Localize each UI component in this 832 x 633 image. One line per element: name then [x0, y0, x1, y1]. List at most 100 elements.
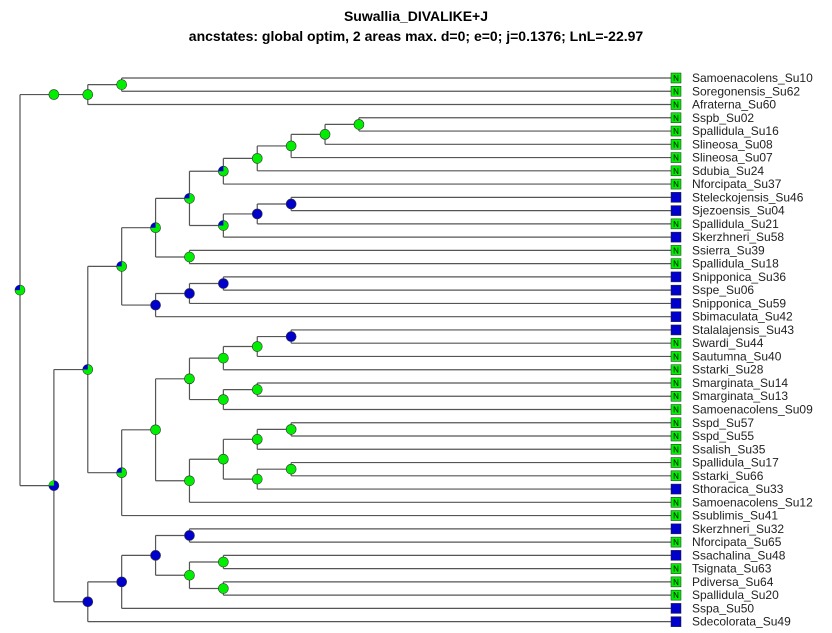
tip-state-box	[670, 125, 682, 137]
tip-label: Ssachalina_Su48	[692, 548, 786, 562]
tip-state-letter: N	[673, 260, 679, 269]
tip-labels: N Samoenacolens_Su10 N Soregonensis_Su62 N Af…	[670, 71, 813, 629]
state-s-node	[184, 288, 195, 299]
tip-state-box	[670, 112, 682, 124]
tip-label: Samoenacolens_Su12	[692, 495, 813, 509]
node-pie	[150, 222, 161, 233]
tip-label: Sspd_Su55	[692, 429, 754, 443]
node-pie	[319, 129, 331, 140]
tip-label: Slineosa_Su08	[692, 137, 773, 151]
tip-state-box	[670, 178, 682, 190]
node-pie	[218, 220, 229, 231]
tip-state-box	[670, 231, 682, 243]
state-n-node	[82, 89, 94, 100]
tip-label: Smarginata_Su14	[692, 376, 788, 390]
tip-state-letter: N	[673, 127, 679, 136]
mixed-node-slice	[82, 364, 88, 370]
tip-state-box	[670, 218, 682, 230]
tip-label: Sspd_Su57	[692, 416, 754, 430]
tip-state-letter: N	[673, 538, 679, 547]
state-n-node	[184, 251, 195, 263]
tip-state-letter: N	[673, 565, 679, 574]
state-n-node	[184, 373, 195, 385]
tip-state-box	[670, 271, 682, 283]
tip-state-letter: N	[673, 578, 679, 587]
tip-label: Sspb_Su02	[692, 111, 754, 125]
node-pie	[184, 251, 195, 263]
state-s-node	[218, 278, 229, 289]
tip-state-box	[670, 603, 682, 614]
node-pie	[150, 424, 161, 436]
state-s-node	[251, 208, 263, 220]
tip-label: Tsignata_Su63	[692, 562, 772, 576]
state-n-node	[184, 569, 195, 581]
tip-state-letter: N	[673, 498, 679, 507]
node-pie	[150, 299, 161, 311]
tip-state-box	[670, 616, 682, 627]
mixed-node-slice	[184, 193, 190, 199]
node-pie	[218, 352, 229, 364]
tip-state-letter: N	[673, 167, 679, 176]
node-pie	[251, 153, 263, 164]
state-s-node	[150, 550, 161, 561]
tip-state-box	[670, 470, 682, 482]
state-s-node	[82, 596, 94, 608]
state-s-node	[150, 299, 161, 311]
node-pie	[184, 569, 195, 581]
state-s-node	[116, 576, 127, 588]
tip-state-letter: N	[673, 512, 679, 521]
mixed-node-slice	[218, 220, 224, 226]
node-pie	[218, 278, 229, 289]
tip-state-box	[670, 483, 682, 495]
tip-state-letter: N	[673, 352, 679, 361]
node-pie	[218, 165, 229, 177]
tip-label: Spallidula_Su20	[692, 588, 779, 602]
tip-state-box	[670, 86, 682, 97]
state-n-node	[150, 424, 161, 436]
tip-state-letter: N	[673, 472, 679, 481]
state-n-node	[116, 79, 127, 90]
tip-state-letter: N	[673, 140, 679, 149]
state-n-node	[184, 475, 195, 487]
tip-state-box	[670, 72, 682, 84]
state-n-node	[218, 556, 229, 568]
tip-label: Ssublimis_Su41	[692, 509, 778, 523]
tip-state-box	[670, 457, 682, 468]
tip-state-letter: N	[673, 180, 679, 189]
tip-state-box	[670, 192, 682, 203]
node-pie	[251, 208, 263, 220]
node-pie	[184, 193, 195, 204]
tip-label: Sdecolorata_Su49	[692, 615, 791, 629]
node-states	[14, 79, 365, 608]
state-n-node	[218, 583, 229, 594]
state-n-node	[285, 424, 297, 435]
tip-label: Slineosa_Su07	[692, 151, 773, 165]
tip-state-box	[670, 284, 682, 296]
state-n-node	[218, 352, 229, 364]
tip-state-box	[670, 430, 682, 442]
mixed-node-slice	[150, 222, 156, 228]
node-pie	[116, 261, 127, 272]
state-n-node	[251, 341, 263, 352]
tip-state-letter: N	[673, 87, 679, 96]
tip-state-box	[670, 245, 682, 256]
tip-label: Sautumna_Su40	[692, 349, 782, 363]
tip-label: Snipponica_Su59	[692, 296, 786, 310]
tip-label: Snipponica_Su36	[692, 270, 786, 284]
tip-state-box	[670, 351, 682, 362]
tip-state-box	[670, 258, 682, 269]
tip-state-letter: N	[673, 154, 679, 163]
tip-label: Sjezoensis_Su04	[692, 204, 785, 218]
tip-state-letter: N	[673, 432, 679, 441]
node-pie	[285, 424, 297, 435]
node-pie	[116, 467, 127, 478]
tip-state-letter: N	[673, 406, 679, 415]
state-n-node	[251, 384, 263, 395]
tip-state-box	[670, 563, 682, 574]
tip-label: Spallidula_Su18	[692, 257, 779, 271]
tip-label: Spallidula_Su21	[692, 217, 779, 231]
tip-state-box	[670, 510, 682, 521]
tip-state-box	[670, 377, 682, 389]
